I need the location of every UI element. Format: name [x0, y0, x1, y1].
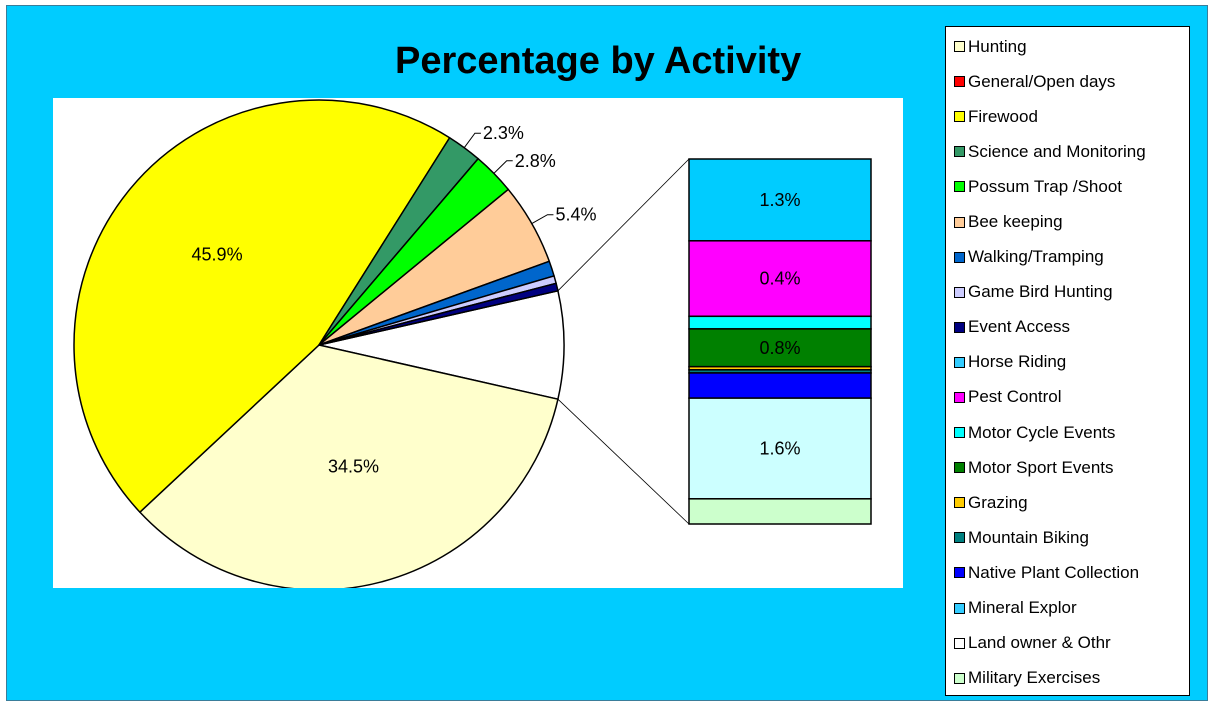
bar-segment-motor-cycle-events — [688, 315, 872, 330]
legend-item-motor-sport-events: Motor Sport Events — [946, 450, 1189, 485]
legend-item-event-access: Event Access — [946, 310, 1189, 345]
chart-title: Percentage by Activity — [395, 40, 802, 82]
legend-label: Game Bird Hunting — [968, 282, 1113, 302]
legend-swatch — [954, 602, 965, 614]
legend-swatch — [954, 427, 965, 439]
leader-line-science-and-monitoring — [463, 132, 481, 148]
legend-item-walking-tramping: Walking/Tramping — [946, 240, 1189, 275]
data-label-hunting: 34.5% — [328, 457, 379, 477]
legend-swatch — [954, 321, 965, 333]
legend-label: Hunting — [968, 36, 1027, 56]
legend-swatch — [954, 111, 965, 123]
plot-area: 34.5% 45.9% 2.3% 2.8% 5.4% 1.3% 0.4% 0.8% 1.6% — [53, 98, 903, 588]
bar-segment-military-exercises — [688, 498, 872, 525]
legend-item-military-exercises: Military Exercises — [946, 661, 1189, 696]
legend-swatch — [954, 391, 965, 403]
data-label-bee-keeping: 5.4% — [555, 205, 596, 225]
legend-label: Motor Cycle Events — [968, 422, 1116, 442]
data-label-science-and-monitoring: 2.3% — [483, 123, 524, 143]
data-label-pest-control: 0.4% — [759, 269, 800, 289]
bar-segment-land-owner-othr — [688, 397, 872, 500]
data-label-motor-sport-events: 0.8% — [759, 338, 800, 358]
legend-swatch — [954, 532, 965, 544]
legend-swatch — [954, 497, 965, 509]
leader-line-possum-trap-shoot — [493, 160, 513, 174]
legend-item-science-and-monitoring: Science and Monitoring — [946, 134, 1189, 169]
legend-label: Event Access — [968, 317, 1071, 337]
legend-item-possum-trap-shoot: Possum Trap /Shoot — [946, 169, 1189, 204]
legend-swatch — [954, 462, 965, 474]
legend-item-game-bird-hunting: Game Bird Hunting — [946, 275, 1189, 310]
pie-slice-firewood — [73, 99, 451, 513]
legend-swatch — [954, 637, 965, 649]
legend-label: Horse Riding — [968, 352, 1067, 372]
legend-label: Mountain Biking — [968, 527, 1089, 547]
legend-item-pest-control: Pest Control — [946, 380, 1189, 415]
bar-segment-pest-control — [688, 240, 872, 318]
legend-item-land-owner-othr: Land owner & Othr — [946, 626, 1189, 661]
data-label-land-owner-othr: 1.6% — [759, 438, 800, 458]
legend-swatch — [954, 672, 965, 684]
legend-item-bee-keeping: Bee keeping — [946, 204, 1189, 239]
legend-label: Military Exercises — [968, 668, 1101, 688]
pie-slice-hunting — [139, 344, 559, 588]
legend-label: Pest Control — [968, 387, 1062, 407]
legend-swatch — [954, 181, 965, 193]
legend-item-horse-riding: Horse Riding — [946, 345, 1189, 380]
legend-label: Walking/Tramping — [968, 247, 1104, 267]
legend-label: Land owner & Othr — [968, 633, 1111, 653]
pie-of-pie-chart: 34.5% 45.9% 2.3% 2.8% 5.4% 1.3% 0.4% 0.8% 1.6% — [73, 99, 872, 588]
legend-swatch — [954, 286, 965, 298]
legend-swatch — [954, 567, 965, 579]
legend-swatch — [954, 251, 965, 263]
legend: Hunting General/Open days Firewood Science … — [945, 26, 1190, 696]
pie-slice-other — [318, 290, 565, 400]
legend-item-firewood: Firewood — [946, 99, 1189, 134]
data-label-possum-trap-shoot: 2.8% — [515, 151, 556, 171]
legend-label: Firewood — [968, 106, 1038, 126]
leader-line-bee-keeping — [531, 214, 554, 225]
legend-item-mineral-explor: Mineral Explor — [946, 591, 1189, 626]
legend-label: Science and Monitoring — [968, 141, 1146, 161]
bar-segment-horse-riding — [688, 158, 872, 242]
legend-label: Native Plant Collection — [968, 562, 1140, 582]
legend-item-motor-cycle-events: Motor Cycle Events — [946, 415, 1189, 450]
bar-segment-native-plant-collection — [688, 372, 872, 399]
legend-item-native-plant-collection: Native Plant Collection — [946, 555, 1189, 590]
legend-label: General/Open days — [968, 71, 1116, 91]
legend-swatch — [954, 216, 965, 228]
legend-swatch — [954, 356, 965, 368]
legend-item-mountain-biking: Mountain Biking — [946, 520, 1189, 555]
legend-label: Motor Sport Events — [968, 457, 1114, 477]
connector-line-bottom — [557, 398, 690, 525]
legend-item-grazing: Grazing — [946, 485, 1189, 520]
legend-swatch — [954, 76, 965, 88]
legend-swatch — [954, 41, 965, 53]
legend-label: Bee keeping — [968, 212, 1063, 232]
legend-swatch — [954, 146, 965, 158]
connector-line-top — [557, 158, 690, 292]
legend-item-hunting: Hunting — [946, 29, 1189, 64]
bar-segment-motor-sport-events — [688, 328, 872, 368]
data-label-horse-riding: 1.3% — [759, 190, 800, 210]
data-label-firewood: 45.9% — [192, 245, 243, 265]
legend-label: Possum Trap /Shoot — [968, 176, 1123, 196]
legend-label: Grazing — [968, 492, 1028, 512]
legend-label: Mineral Explor — [968, 598, 1077, 618]
legend-item-general-open-days: General/Open days — [946, 64, 1189, 99]
